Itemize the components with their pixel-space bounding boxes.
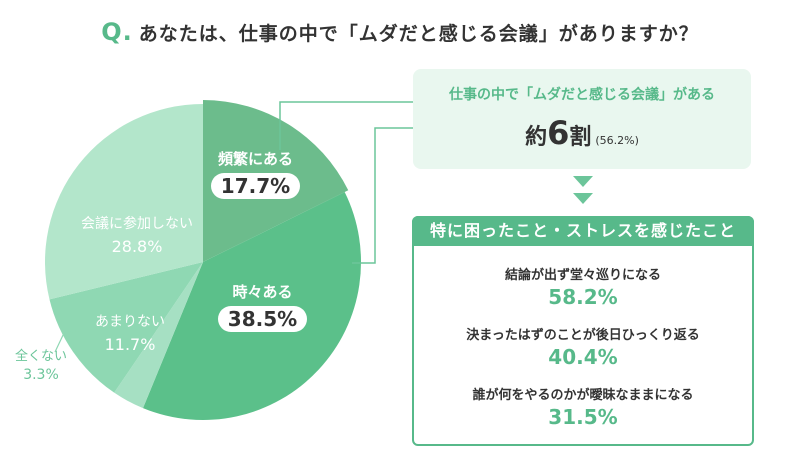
stress-item-value: 31.5%: [548, 405, 618, 429]
stress-item-text: 誰が何をやるのかが曖昧なままになる: [472, 388, 694, 403]
pie-slice-never: [114, 262, 203, 409]
down-arrow-icon: [573, 193, 593, 204]
summary-prefix: 約: [525, 125, 548, 150]
stress-panel: 特に困ったこと・ストレスを感じたこと 結論が出ず堂々巡りになる 58.2% 決ま…: [412, 216, 754, 446]
summary-figure: 約6割 (56.2%): [413, 114, 751, 152]
slice-value-sometimes: 38.5%: [217, 306, 308, 332]
pie-slice-no-meetings: [45, 104, 203, 300]
summary-suffix: 割: [569, 125, 592, 150]
stress-item-value: 40.4%: [548, 345, 618, 369]
slice-value-never: 3.3%: [23, 367, 59, 383]
summary-callout: 仕事の中で「ムダだと感じる会議」がある 約6割 (56.2%): [413, 69, 751, 169]
connector-line-frequent: [279, 101, 413, 150]
question-mark-q: Q.: [101, 18, 133, 46]
stress-item: 結論が出ず堂々巡りになる 58.2%: [414, 264, 752, 309]
stress-item: 決まったはずのことが後日ひっくり返る 40.4%: [414, 324, 752, 369]
slice-label-no-meetings: 会議に参加しない 28.8%: [62, 213, 212, 256]
slice-name-no-meetings: 会議に参加しない: [81, 216, 193, 232]
pie-slice-rarely: [49, 262, 204, 393]
slice-value-rarely: 11.7%: [104, 335, 156, 354]
slice-label-sometimes: 時々ある 38.5%: [210, 281, 315, 332]
stress-heading: 特に困ったこと・ストレスを感じたこと: [412, 216, 754, 246]
summary-heading: 仕事の中で「ムダだと感じる会議」がある: [449, 87, 715, 103]
slice-label-frequent: 頻繁にある 17.7%: [203, 148, 308, 199]
slice-label-never: 全くない 3.3%: [6, 345, 76, 383]
slice-name-rarely: あまりない: [95, 314, 165, 330]
summary-number: 6: [547, 114, 570, 152]
slice-label-rarely: あまりない 11.7%: [80, 311, 180, 354]
question-title: Q. あなたは、仕事の中で「ムダだと感じる会議」がありますか？: [0, 18, 800, 46]
connector-line-sometimes: [352, 127, 413, 264]
stress-item-text: 結論が出ず堂々巡りになる: [504, 268, 661, 283]
slice-name-sometimes: 時々ある: [232, 283, 293, 301]
slice-value-no-meetings: 28.8%: [111, 237, 163, 256]
summary-percent: (56.2%): [595, 134, 639, 147]
stress-item-text: 決まったはずのことが後日ひっくり返る: [466, 328, 700, 343]
slice-name-frequent: 頻繁にある: [217, 150, 293, 168]
slice-value-frequent: 17.7%: [210, 173, 301, 199]
slice-name-never: 全くない: [14, 349, 67, 364]
stress-item: 誰が何をやるのかが曖昧なままになる 31.5%: [414, 384, 752, 429]
stress-item-value: 58.2%: [548, 285, 618, 309]
down-arrow-icon: [573, 176, 593, 187]
question-text: あなたは、仕事の中で「ムダだと感じる会議」がありますか？: [138, 23, 699, 45]
leader-line-never: [54, 329, 83, 353]
